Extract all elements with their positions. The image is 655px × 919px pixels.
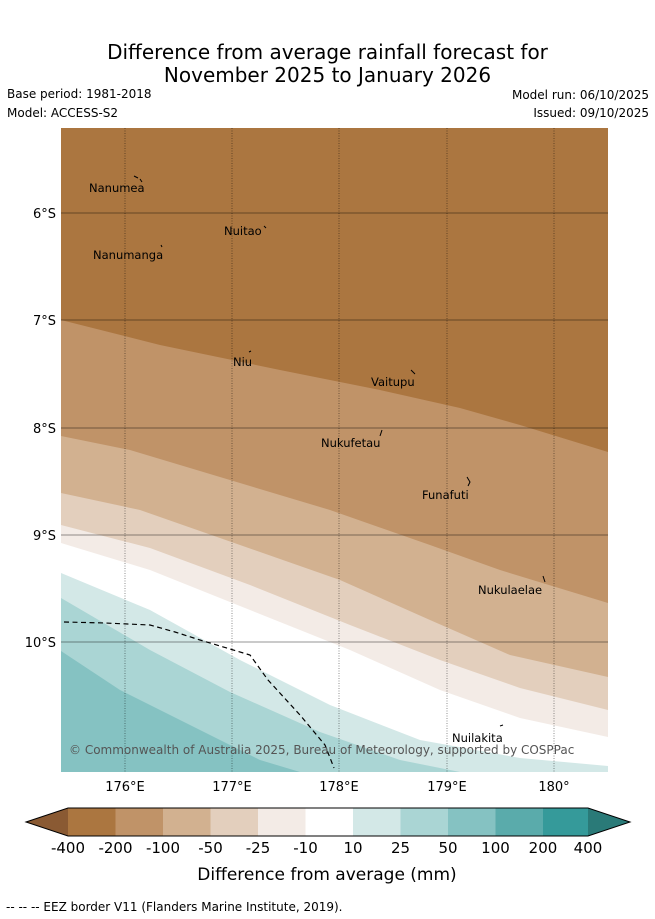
place-label: Nanumanga xyxy=(93,248,163,262)
colorbar-swatch xyxy=(353,808,401,836)
lat-label: 7°S xyxy=(33,314,56,329)
colorbar xyxy=(24,807,632,837)
island-outline-funafuti xyxy=(466,476,471,487)
colorbar-outline xyxy=(24,807,632,837)
place-label: Nanumea xyxy=(89,181,145,195)
place-label: Nukufetau xyxy=(321,436,380,450)
colorbar-tick: 200 xyxy=(529,839,558,857)
island-outline-nanumanga xyxy=(160,244,163,248)
longitude-labels: 176°E 177°E 178°E 179°E 180° xyxy=(105,780,569,795)
base-period: Base period: 1981-2018 xyxy=(7,87,152,101)
band-plus-50 xyxy=(61,651,300,772)
colorbar-tick: -50 xyxy=(198,839,223,857)
place-label: Funafuti xyxy=(422,488,469,502)
place-label: Nukulaelae xyxy=(478,583,542,597)
colorbar-tick: -400 xyxy=(51,839,85,857)
colorbar-tick: -10 xyxy=(293,839,318,857)
graticule xyxy=(61,128,608,772)
island-outline-nuitao xyxy=(263,225,267,229)
place-label: Nuilakita xyxy=(452,731,503,745)
colorbar-title: Difference from average (mm) xyxy=(197,865,456,885)
model-run: Model run: 06/10/2025 xyxy=(511,88,649,102)
chart-title: Difference from average rainfall forecas… xyxy=(0,41,655,87)
rainfall-bands xyxy=(61,128,608,772)
lon-label: 180° xyxy=(538,780,569,795)
island-outline-nukufetau xyxy=(379,429,383,437)
lat-label: 9°S xyxy=(33,529,56,544)
title-line-2: November 2025 to January 2026 xyxy=(163,63,492,87)
island-outline-vaitupu xyxy=(410,369,416,375)
colorbar-swatch xyxy=(163,808,211,836)
eez-border-line xyxy=(63,621,335,769)
colorbar-swatch xyxy=(543,808,588,836)
colorbar-swatch xyxy=(448,808,496,836)
colorbar-swatch xyxy=(210,808,258,836)
island-outline-nuilakita xyxy=(499,724,504,727)
colorbar-swatch xyxy=(258,808,306,836)
lat-label: 6°S xyxy=(33,207,56,222)
lon-label: 178°E xyxy=(319,780,359,795)
lon-label: 176°E xyxy=(105,780,145,795)
colorbar-extend-low xyxy=(26,808,68,836)
colorbar-extend-high xyxy=(588,808,630,836)
colorbar-ticks: -400 -200 -100 -50 -25 -10 10 25 50 100 … xyxy=(51,839,602,857)
copyright-notice: © Commonwealth of Australia 2025, Bureau… xyxy=(69,743,574,757)
colorbar-tick: 400 xyxy=(574,839,603,857)
place-label: Vaitupu xyxy=(371,375,415,389)
colorbar-swatch xyxy=(115,808,163,836)
island-outline-niu xyxy=(248,350,252,353)
island-outlines xyxy=(133,175,546,727)
island-outline-nanumea xyxy=(133,175,143,183)
island-outline-nukulaelae xyxy=(542,575,546,583)
colorbar-tick: 50 xyxy=(438,839,457,857)
colorbar-tick: -100 xyxy=(146,839,180,857)
lat-label: 8°S xyxy=(33,422,56,437)
lon-label: 177°E xyxy=(212,780,252,795)
latitude-labels: 6°S 7°S 8°S 9°S 10°S xyxy=(25,207,56,651)
colorbar-swatch xyxy=(68,808,116,836)
place-labels: Nanumea Nuitao Nanumanga Niu Vaitupu Nuk… xyxy=(89,181,542,745)
rainfall-map: Nanumea Nuitao Nanumanga Niu Vaitupu Nuk… xyxy=(24,128,632,885)
colorbar-tick: 100 xyxy=(481,839,510,857)
place-label: Nuitao xyxy=(224,224,262,238)
lat-label: 10°S xyxy=(25,636,56,651)
colorbar-swatch xyxy=(495,808,543,836)
title-line-1: Difference from average rainfall forecas… xyxy=(107,40,548,64)
model-name: Model: ACCESS-S2 xyxy=(7,106,119,120)
eez-footnote: -- -- -- EEZ border V11 (Flanders Marine… xyxy=(6,900,343,914)
colorbar-tick: 10 xyxy=(343,839,362,857)
colorbar-tick: 25 xyxy=(391,839,410,857)
colorbar-tick: -25 xyxy=(246,839,271,857)
place-label: Niu xyxy=(233,355,252,369)
colorbar-swatch xyxy=(305,808,353,836)
colorbar-swatch xyxy=(400,808,448,836)
colorbar-tick: -200 xyxy=(98,839,132,857)
lon-label: 179°E xyxy=(427,780,467,795)
issued-date: Issued: 09/10/2025 xyxy=(533,106,649,120)
